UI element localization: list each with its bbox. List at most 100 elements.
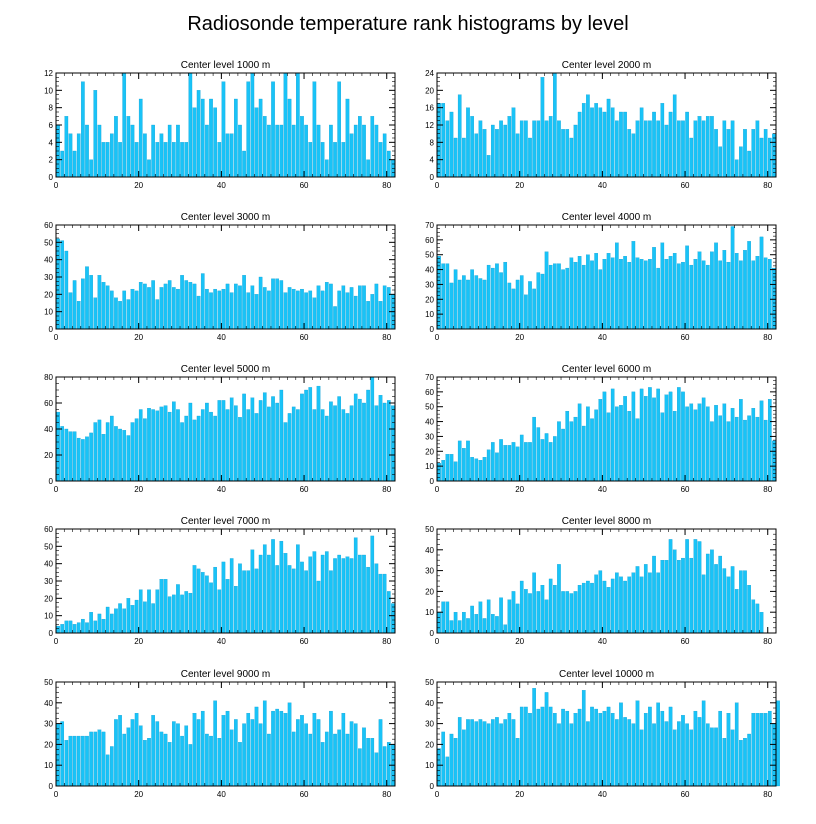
- bar: [209, 292, 213, 330]
- bar: [569, 257, 574, 330]
- x-tick-label: 20: [515, 181, 524, 190]
- panel-1: Center level 1000 m 0 20 40 60 80 0 2 4 6 8 10 12: [44, 60, 396, 190]
- bar: [606, 706, 611, 787]
- bar: [677, 387, 681, 482]
- bar: [370, 738, 375, 787]
- bar: [209, 411, 213, 482]
- bar: [524, 706, 528, 787]
- bar: [652, 555, 656, 634]
- bar: [337, 81, 341, 178]
- bar: [329, 283, 333, 330]
- bar: [751, 599, 756, 634]
- bar: [97, 613, 102, 634]
- bar: [287, 702, 292, 787]
- bar: [619, 259, 623, 330]
- bar: [648, 259, 652, 330]
- bar: [519, 434, 524, 482]
- x-tick-label: 60: [681, 333, 690, 342]
- bar: [167, 742, 172, 787]
- bar: [689, 557, 694, 634]
- x-tick-label: 0: [435, 181, 440, 190]
- bar: [714, 564, 718, 634]
- bar: [60, 721, 65, 787]
- bar: [118, 715, 122, 787]
- bar: [478, 719, 483, 787]
- bar: [499, 597, 503, 634]
- bar: [457, 94, 462, 178]
- bar: [81, 439, 85, 482]
- bar: [254, 413, 259, 482]
- x-tick-label: 40: [598, 485, 607, 494]
- bar: [151, 715, 155, 787]
- y-tick-label: 30: [44, 273, 53, 282]
- bar: [167, 411, 172, 482]
- y-tick-label: 70: [425, 373, 434, 382]
- bar: [97, 275, 102, 330]
- bar: [660, 103, 665, 178]
- y-tick-label: 60: [44, 399, 53, 408]
- bar: [577, 708, 582, 787]
- bar: [586, 580, 590, 634]
- bar: [246, 713, 251, 787]
- bar: [147, 408, 151, 482]
- x-tick-label: 20: [134, 790, 143, 799]
- bar: [515, 446, 520, 482]
- bar: [320, 742, 325, 787]
- bar: [594, 708, 598, 787]
- bar: [462, 612, 466, 634]
- bar: [445, 756, 450, 787]
- y-tick-label: 24: [425, 69, 434, 78]
- bar: [267, 124, 271, 178]
- bar: [258, 723, 263, 787]
- bar: [532, 572, 536, 634]
- bar: [275, 124, 279, 178]
- bar: [324, 159, 329, 178]
- bar: [283, 292, 288, 330]
- bar: [262, 287, 267, 330]
- bar: [163, 579, 168, 634]
- bar: [561, 269, 565, 330]
- bar: [474, 458, 479, 482]
- bar: [138, 409, 143, 482]
- y-tick-label: 20: [44, 451, 53, 460]
- bar: [635, 418, 640, 482]
- bar: [722, 568, 727, 634]
- bar: [374, 124, 379, 178]
- bar: [743, 250, 747, 330]
- bar: [250, 285, 255, 330]
- bar: [466, 440, 470, 482]
- y-tick-label: 20: [425, 86, 434, 95]
- y-tick-label: 60: [425, 388, 434, 397]
- bar: [308, 142, 313, 178]
- bar: [482, 129, 487, 178]
- bar: [205, 733, 209, 787]
- bar: [184, 415, 189, 482]
- bar: [577, 403, 582, 482]
- bar: [664, 124, 669, 178]
- bar: [714, 727, 718, 787]
- bar: [515, 133, 520, 178]
- bar: [648, 706, 652, 787]
- bar: [147, 738, 151, 787]
- bar: [705, 406, 710, 482]
- bar: [639, 729, 644, 787]
- bar: [172, 401, 176, 482]
- bar: [85, 124, 89, 178]
- bar: [130, 288, 135, 330]
- bar: [631, 572, 636, 634]
- bar: [155, 410, 160, 482]
- bar: [163, 405, 168, 482]
- bar: [262, 116, 267, 178]
- bar: [205, 575, 209, 634]
- y-tick-label: 20: [44, 740, 53, 749]
- bar: [606, 253, 611, 330]
- bar: [217, 738, 222, 787]
- bar: [767, 399, 772, 482]
- bar: [242, 275, 246, 330]
- bar: [68, 620, 73, 634]
- bar: [652, 397, 656, 482]
- bar: [689, 137, 694, 178]
- bar: [349, 721, 354, 787]
- bar: [507, 599, 512, 634]
- y-tick-label: 20: [425, 447, 434, 456]
